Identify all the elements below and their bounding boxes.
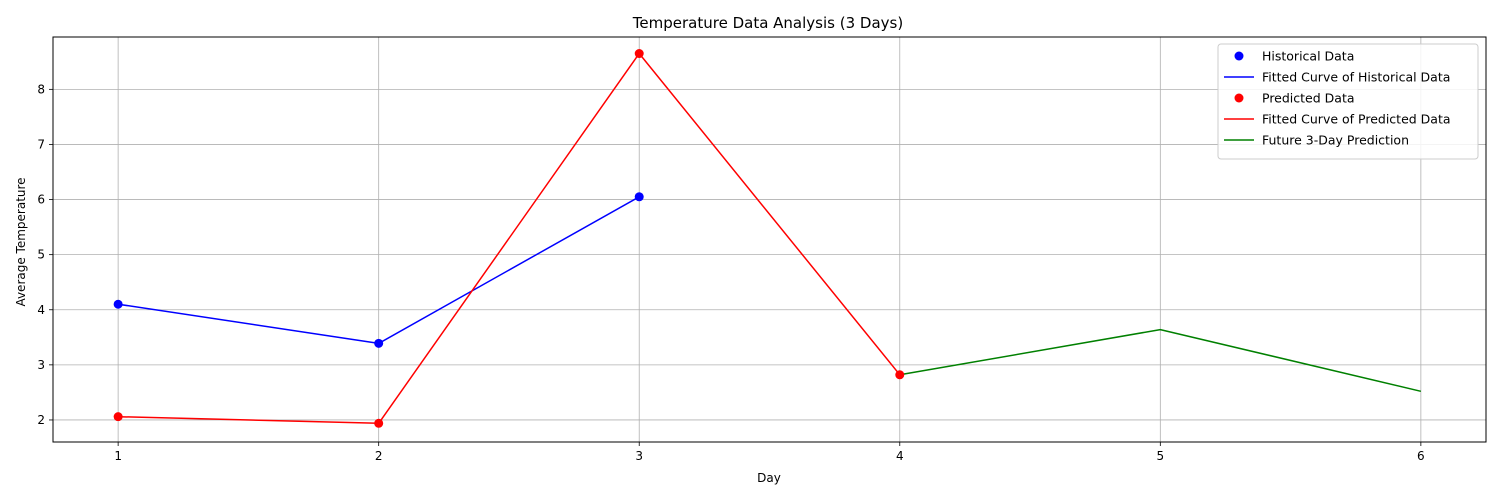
series-line	[899, 328, 1422, 393]
plot-frame	[52, 36, 1487, 443]
y-axis-label: Average Temperature	[14, 177, 28, 306]
x-tick-label: 2	[375, 449, 383, 463]
data-point	[113, 299, 123, 309]
data-point	[374, 338, 384, 348]
x-axis-label: Day	[757, 471, 781, 485]
y-tick-label: 8	[37, 82, 45, 96]
y-tick-label: 7	[37, 137, 45, 151]
y-tick-label: 3	[37, 358, 45, 372]
data-point	[634, 49, 644, 59]
legend-label: Fitted Curve of Historical Data	[1262, 70, 1450, 85]
x-tick-label: 3	[635, 449, 643, 463]
legend-label: Predicted Data	[1262, 91, 1355, 106]
y-tick-label: 6	[37, 193, 45, 207]
data-point	[895, 370, 905, 380]
grid-lines	[53, 37, 1486, 442]
axis-ticks: 1 2 3 4 5 6 2 3 4 5 6 7 8	[37, 82, 1424, 463]
series-line	[118, 52, 901, 425]
legend: Historical Data Fitted Curve of Historica…	[1217, 43, 1479, 160]
y-tick-label: 2	[37, 413, 45, 427]
data-point	[634, 192, 644, 202]
series-layer	[113, 49, 1422, 428]
legend-label: Future 3-Day Prediction	[1262, 133, 1409, 148]
legend-label: Historical Data	[1262, 49, 1354, 64]
chart-title: Temperature Data Analysis (3 Days)	[632, 14, 903, 32]
data-point	[374, 418, 384, 428]
y-tick-label: 5	[37, 248, 45, 262]
y-tick-label: 4	[37, 303, 45, 317]
x-tick-label: 5	[1156, 449, 1164, 463]
legend-label: Fitted Curve of Predicted Data	[1262, 112, 1451, 127]
x-tick-label: 4	[896, 449, 904, 463]
legend-marker	[1234, 93, 1244, 103]
x-tick-label: 6	[1417, 449, 1425, 463]
x-tick-label: 1	[114, 449, 122, 463]
legend-box	[1217, 43, 1479, 160]
data-point	[113, 412, 123, 422]
legend-marker	[1234, 51, 1244, 61]
